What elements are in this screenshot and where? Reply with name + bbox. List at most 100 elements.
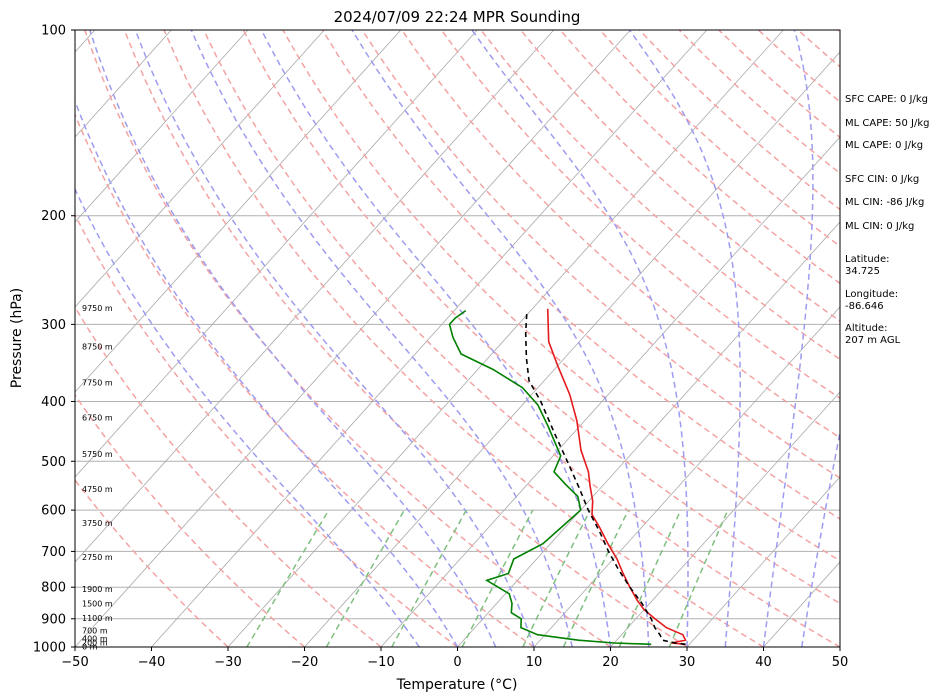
latitude-value: 34.725 xyxy=(845,266,880,277)
chart-title: 2024/07/09 22:24 MPR Sounding xyxy=(334,8,581,26)
dry-adiabat-line xyxy=(203,30,840,647)
dry-adiabat-line xyxy=(75,213,458,647)
height-label: 6750 m xyxy=(82,414,113,423)
moist-adiabat-line xyxy=(75,99,459,647)
moist-adiabat-line xyxy=(801,428,840,647)
isotherm-line xyxy=(75,30,631,647)
sfc-cin-text: SFC CIN: 0 J/kg xyxy=(845,174,919,185)
parcel-profile xyxy=(524,310,686,646)
x-tick-label: 20 xyxy=(602,655,619,670)
dry-adiabat-line xyxy=(282,30,840,562)
height-label: 9750 m xyxy=(82,304,113,313)
ml-cin-text-2: ML CIN: 0 J/kg xyxy=(845,221,914,232)
mixing-ratio-line xyxy=(246,509,330,647)
height-label: 8750 m xyxy=(82,343,113,352)
height-label: 2750 m xyxy=(82,553,113,562)
mixing-ratio-line xyxy=(618,509,682,647)
y-tick-label: 500 xyxy=(41,455,66,470)
moist-adiabat-line xyxy=(351,30,650,647)
isotherm-line xyxy=(75,30,172,138)
dry-adiabat-line xyxy=(75,393,305,647)
height-label: 4750 m xyxy=(82,485,113,494)
isotherm-line xyxy=(75,30,402,393)
y-tick-label: 600 xyxy=(41,504,66,519)
height-label: 1100 m xyxy=(82,614,113,623)
height-label: 1900 m xyxy=(82,585,113,594)
x-tick-label: −10 xyxy=(367,655,394,670)
isotherm-line xyxy=(533,306,840,647)
longitude-label: Longitude: xyxy=(845,289,898,300)
height-label: 1500 m xyxy=(82,599,113,608)
mixing-ratio-line xyxy=(325,509,405,647)
ml-cape-text: ML CAPE: 50 J/kg xyxy=(845,118,929,129)
moist-adiabat-line xyxy=(628,30,741,647)
dry-adiabat-line xyxy=(75,112,535,647)
moist-adiabat-line xyxy=(260,30,612,647)
longitude-value: -86.646 xyxy=(845,301,884,312)
moist-adiabat-line xyxy=(471,30,689,647)
mixing-ratio-line xyxy=(391,509,467,647)
isotherm-line xyxy=(227,30,784,647)
moist-adiabat-line xyxy=(190,30,574,647)
height-label: 0 m xyxy=(82,643,98,652)
isotherm-line xyxy=(75,30,478,478)
x-axis-label: Temperature (°C) xyxy=(396,677,518,693)
y-tick-label: 100 xyxy=(41,24,66,39)
height-label: 3750 m xyxy=(82,519,113,528)
height-label: 7750 m xyxy=(82,379,113,388)
dry-adiabat-line xyxy=(559,30,840,285)
sounding-series xyxy=(448,308,687,646)
y-axis-label: Pressure (hPa) xyxy=(9,288,25,388)
y-axis: 100 200 300 400 500 600 700 800 900 1000 xyxy=(33,24,75,656)
latitude-label: Latitude: xyxy=(845,254,890,265)
x-axis: −50 −40 −30 −20 −10 0 10 20 30 40 50 xyxy=(61,647,848,670)
plot-frame xyxy=(74,29,841,648)
sfc-cape-text: SFC CAPE: 0 J/kg xyxy=(845,94,928,105)
moist-adiabat-line xyxy=(762,30,814,647)
y-tick-label: 1000 xyxy=(33,641,66,656)
dewpoint-profile xyxy=(448,309,652,646)
height-label: 400 m xyxy=(82,634,108,643)
y-tick-label: 700 xyxy=(41,545,66,560)
isotherm-line xyxy=(75,30,249,223)
mixing-ratio-line xyxy=(562,509,629,647)
x-tick-label: 50 xyxy=(832,655,849,670)
y-tick-label: 900 xyxy=(41,612,66,627)
ml-cape-text-2: ML CAPE: 0 J/kg xyxy=(845,140,923,151)
y-tick-label: 400 xyxy=(41,395,66,410)
isotherm-line xyxy=(457,221,840,647)
dry-adiabat-line xyxy=(321,30,840,520)
x-tick-label: 40 xyxy=(755,655,772,670)
y-tick-label: 200 xyxy=(41,209,66,224)
dry-adiabat-line xyxy=(520,30,840,323)
dry-adiabat-line xyxy=(242,30,840,605)
moist-adiabat-line xyxy=(134,30,535,647)
moist-adiabat-line xyxy=(89,30,497,647)
isotherm-line xyxy=(151,30,708,647)
isotherm-line xyxy=(304,51,840,647)
altitude-value: 207 m AGL xyxy=(845,335,901,346)
isotherm-line xyxy=(610,391,840,647)
height-labels: 9750 m 8750 m 7750 m 6750 m 5750 m 4750 m 3750… xyxy=(82,304,113,652)
dry-adiabat-line xyxy=(480,30,840,361)
dry-adiabat-line xyxy=(84,30,611,647)
temperature-profile xyxy=(546,308,687,646)
moist-adiabat-line xyxy=(75,187,420,647)
isotherm-line xyxy=(75,30,325,308)
x-tick-label: 30 xyxy=(679,655,696,670)
dry-adiabat-line xyxy=(123,30,688,647)
mixing-ratio-line xyxy=(668,509,729,647)
dry-adiabat-line xyxy=(75,478,229,647)
x-tick-label: 0 xyxy=(453,655,461,670)
isotherm-line xyxy=(380,136,840,647)
height-label: 200 m xyxy=(82,638,108,647)
height-label: 5750 m xyxy=(82,450,113,459)
altitude-label: Altitude: xyxy=(845,323,887,334)
background-lines xyxy=(75,30,840,647)
isotherm-line xyxy=(75,30,555,563)
dry-adiabat-line xyxy=(75,305,382,647)
x-tick-label: −40 xyxy=(138,655,165,670)
y-tick-label: 800 xyxy=(41,581,66,596)
x-tick-label: −30 xyxy=(214,655,241,670)
